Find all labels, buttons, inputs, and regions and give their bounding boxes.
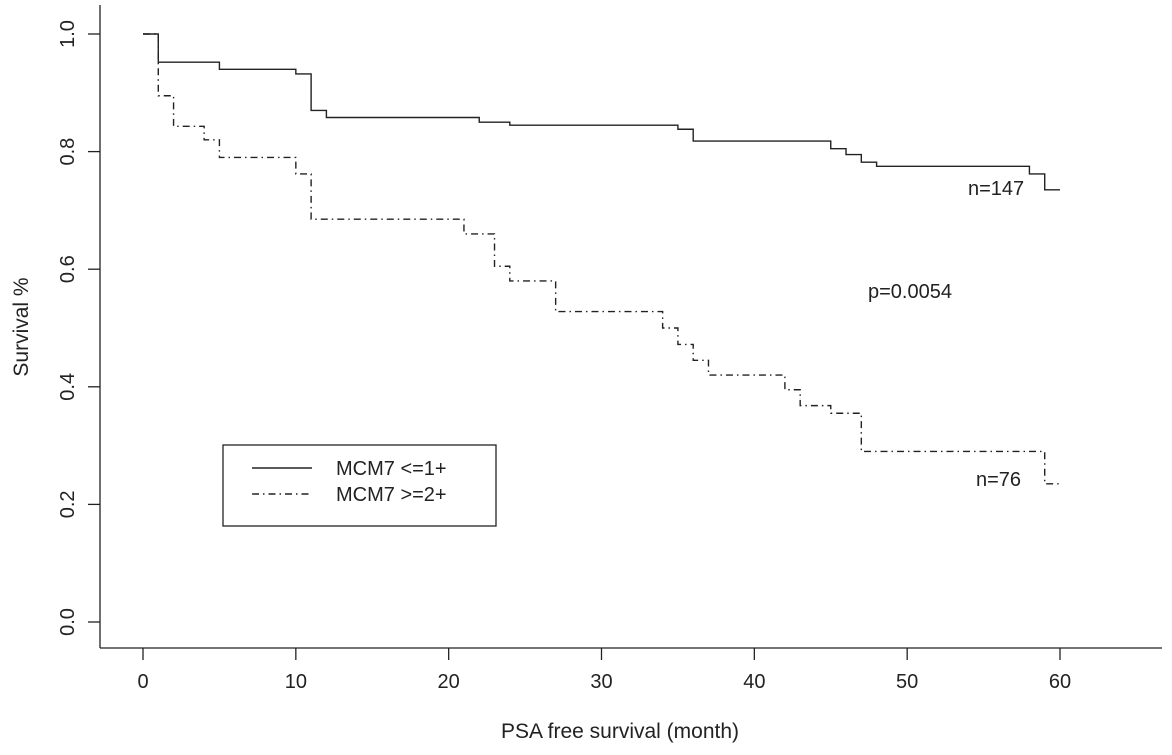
- x-tick-label: 20: [438, 671, 460, 693]
- annotation-p-value: p=0.0054: [868, 281, 952, 303]
- y-tick-label: 0.6: [57, 255, 79, 283]
- x-tick-label: 30: [590, 671, 612, 693]
- x-tick-label: 60: [1049, 671, 1071, 693]
- legend: MCM7 <=1+ MCM7 >=2+: [222, 444, 497, 527]
- x-tick-label: 40: [743, 671, 765, 693]
- axes-frame: [99, 5, 1162, 649]
- y-tick-label: 0.2: [57, 490, 79, 518]
- series-mcm7-le1-curve: [143, 33, 1060, 191]
- legend-entry-1: MCM7 <=1+: [336, 458, 447, 480]
- y-axis-label: Survival %: [10, 277, 33, 376]
- x-tick-label: 50: [896, 671, 918, 693]
- annotation-n147: n=147: [968, 178, 1024, 200]
- y-tick-label: 0.4: [57, 373, 79, 401]
- legend-entry-2: MCM7 >=2+: [336, 484, 447, 506]
- x-axis: 0 10 20 30 40 50 60: [137, 648, 1071, 693]
- y-axis: 0.0 0.2 0.4 0.6 0.8 1.0: [57, 20, 100, 636]
- y-tick-label: 0.8: [57, 138, 79, 166]
- series-layer: [143, 33, 1060, 485]
- annotation-n76: n=76: [976, 469, 1021, 491]
- x-axis-label: PSA free survival (month): [501, 720, 739, 743]
- legend-box: [222, 444, 497, 527]
- series-mcm7-ge2-curve: [143, 33, 1060, 485]
- x-tick-label: 10: [285, 671, 307, 693]
- x-tick-label: 0: [137, 671, 148, 693]
- y-tick-label: 1.0: [57, 20, 79, 48]
- y-tick-label: 0.0: [57, 608, 79, 636]
